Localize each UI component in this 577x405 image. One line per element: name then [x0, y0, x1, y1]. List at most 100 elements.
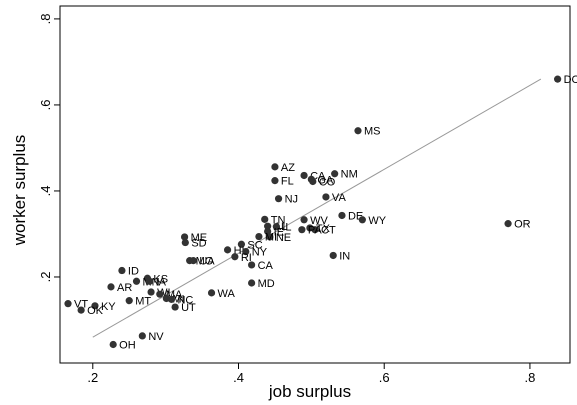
data-point [309, 177, 317, 186]
point-label: NV [148, 331, 164, 343]
point-label: MI [172, 293, 184, 305]
point-label: KY [101, 301, 116, 313]
data-point [298, 226, 306, 234]
point-label: HI [234, 245, 245, 257]
point-label: VA [332, 192, 347, 204]
data-point [264, 227, 272, 235]
data-point [156, 290, 164, 298]
point-label: RI [241, 252, 252, 264]
axes-layer: .2 .4 .6 .8 .2 .4 .6 .8 [38, 13, 535, 385]
data-point [300, 171, 308, 180]
data-point [132, 277, 141, 285]
data-point [300, 216, 308, 224]
point-label: TX [316, 223, 331, 235]
point-label: DC [564, 74, 577, 86]
data-point [264, 222, 272, 230]
point-label: OK [87, 305, 104, 317]
point-label: UT [181, 302, 196, 314]
point-label: MD [258, 278, 275, 290]
point-label: WY [368, 215, 386, 227]
data-point [272, 223, 280, 231]
data-point [77, 306, 85, 314]
data-point [181, 238, 189, 247]
point-label: FL [281, 176, 294, 188]
point-label: WV [310, 215, 328, 227]
data-point [118, 266, 126, 275]
point-label: SC [247, 239, 262, 251]
point-label: OH [119, 340, 136, 352]
point-label: NC [177, 294, 193, 306]
point-label: ID [128, 266, 139, 278]
data-point [138, 332, 146, 340]
data-point [274, 195, 283, 203]
data-point [237, 240, 246, 248]
point-label: GA [317, 174, 334, 186]
data-point [354, 127, 362, 135]
data-point [171, 303, 179, 311]
point-label: NM [341, 169, 358, 181]
point-label: MI [265, 232, 277, 244]
point-label: NY [252, 247, 268, 259]
point-label: MS [364, 126, 381, 138]
x-axis-title: job surplus [268, 382, 351, 401]
point-label: MO [196, 256, 214, 268]
data-point [125, 297, 133, 305]
data-point [223, 246, 232, 254]
point-label: UA [199, 256, 215, 268]
y-tick-label: .2 [38, 272, 53, 283]
point-label: KS [153, 273, 168, 285]
point-label: AZ [281, 162, 295, 174]
y-tick-label: .6 [38, 100, 53, 111]
x-tick-label: .2 [87, 370, 98, 385]
data-point [271, 163, 279, 171]
data-point [231, 253, 239, 261]
data-point [271, 177, 279, 185]
y-axis-title: worker surplus [10, 135, 29, 247]
point-label: CT [321, 225, 336, 237]
data-point [248, 261, 256, 269]
data-point [146, 277, 154, 285]
data-point [329, 251, 337, 260]
data-point [147, 288, 155, 296]
data-point [331, 170, 339, 178]
fit-line-layer [92, 78, 542, 338]
point-label: TN [271, 214, 286, 226]
data-point [167, 295, 176, 303]
x-tick-label: .6 [379, 370, 390, 385]
data-point [180, 233, 189, 241]
point-label: PA [308, 225, 323, 237]
data-point [338, 211, 346, 220]
data-point [91, 302, 99, 310]
fit-line [92, 78, 542, 338]
point-label: IE [274, 226, 284, 238]
point-label: IN [339, 250, 350, 262]
point-label: CA [258, 260, 274, 272]
point-label: OR [514, 219, 531, 231]
data-point [504, 220, 512, 228]
data-point [207, 289, 216, 297]
plot-area [59, 5, 571, 364]
data-point [242, 247, 250, 256]
data-point [261, 215, 269, 223]
data-point [311, 226, 319, 234]
point-label: CO [319, 176, 336, 188]
data-point [109, 340, 117, 349]
point-label: AR [117, 282, 132, 294]
data-point [322, 193, 330, 201]
data-point [189, 257, 197, 265]
point-label: WA [218, 288, 236, 300]
point-label: NE [276, 232, 291, 244]
point-label: VT [74, 299, 88, 311]
data-point [255, 232, 263, 241]
data-point [64, 300, 72, 308]
point-label: MT [135, 296, 151, 308]
point-label: IL [282, 222, 291, 234]
data-point [266, 233, 274, 241]
y-tick-label: .4 [38, 186, 53, 197]
x-tick-label: .8 [525, 370, 536, 385]
point-label: ME [191, 232, 208, 244]
data-point [107, 283, 115, 291]
point-label: NJ [285, 194, 298, 206]
